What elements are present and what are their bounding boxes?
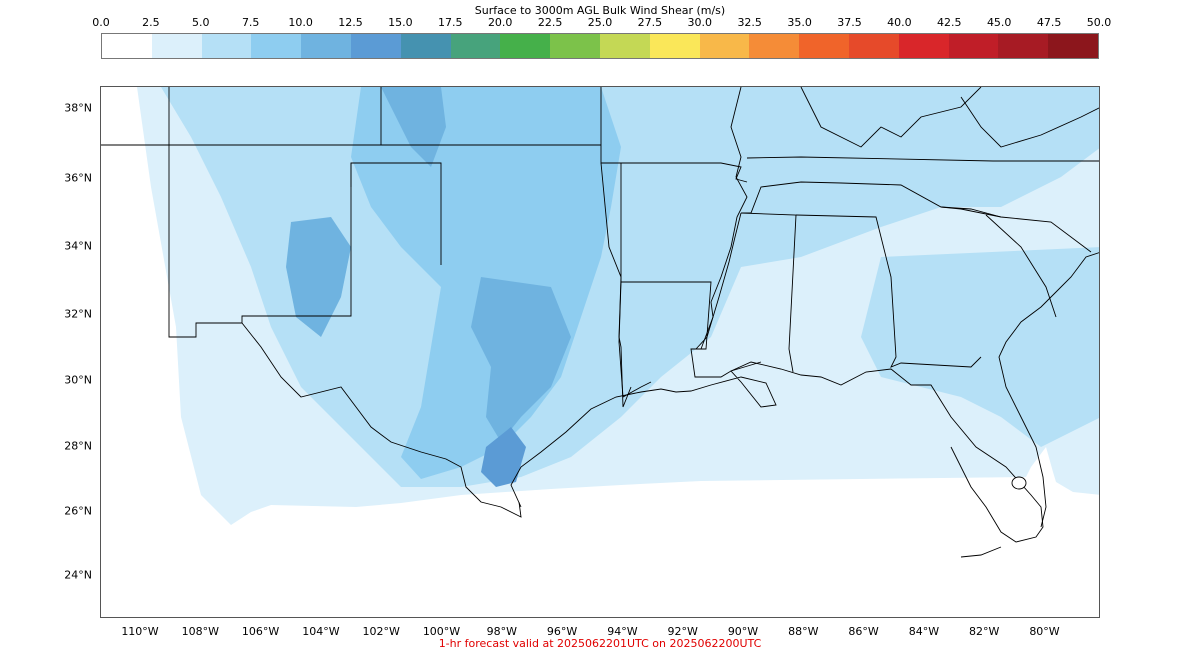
colorbar-tick-label: 17.5 [438,16,463,29]
longitude-label: 94°W [607,625,638,638]
latitude-label: 36°N [64,171,92,185]
colorbar-tick-label: 12.5 [338,16,363,29]
field-stronger-nm [286,217,351,337]
colorbar-tick-label: 50.0 [1086,16,1112,29]
latitude-label: 26°N [64,504,92,518]
map-panel[interactable] [100,86,1100,618]
colorbar-tick-label: 45.0 [986,16,1012,29]
longitude-label: 80°W [1029,625,1060,638]
longitude-label: 84°W [908,625,940,638]
longitude-label: 88°W [788,625,819,638]
colorbar [101,33,1099,59]
colorbar-tick-label: 40.0 [887,16,912,29]
colorbar-segment [550,34,600,58]
longitude-label: 98°W [486,625,517,638]
longitude-label: 90°W [727,625,759,638]
colorbar-segment [1048,34,1098,58]
colorbar-segment [301,34,351,58]
colorbar-tick-label: 37.5 [837,16,862,29]
colorbar-tick-label: 5.0 [192,16,210,29]
colorbar-title: Surface to 3000m AGL Bulk Wind Shear (m/… [474,4,726,17]
boundaries [101,87,1099,558]
colorbar-tick-label: 15.0 [388,16,413,29]
field-stronger-tx [471,277,571,442]
colorbar-tick-label: 35.0 [787,16,812,29]
colorbar-tick-label: 32.5 [737,16,762,29]
colorbar-segment [948,34,999,58]
latitude-label: 34°N [64,239,92,253]
longitude-label: 96°W [546,625,578,638]
lake-okeechobee [1011,476,1027,490]
colorbar-segment [749,34,800,58]
map-svg [101,87,1099,558]
colorbar-segment [450,34,501,58]
colorbar-tick-label: 47.5 [1036,16,1062,29]
latitude-label: 30°N [64,373,92,387]
latitude-label: 32°N [64,307,92,321]
longitude-label: 108°W [181,625,219,638]
longitude-label: 82°W [969,625,1000,638]
colorbar-tick-label: 22.5 [537,16,563,29]
field-stronger [381,87,446,167]
latitude-label: 24°N [64,568,92,582]
colorbar-segment [998,34,1049,58]
colorbar-tick-label: 42.5 [937,16,962,29]
longitude-label: 104°W [302,625,340,638]
colorbar-segment [898,34,949,58]
latitude-label: 28°N [64,439,92,453]
colorbar-tick-label: 20.0 [487,16,513,29]
longitude-label: 86°W [848,625,879,638]
colorbar-tick-label: 27.5 [637,16,663,29]
colorbar-segment [350,34,401,58]
colorbar-segment [201,34,252,58]
colorbar-tick-label: 25.0 [587,16,613,29]
colorbar-segment [649,34,700,58]
colorbar-segment [500,34,551,58]
colorbar-tick-label: 30.0 [687,16,713,29]
longitude-label: 92°W [667,625,698,638]
longitude-label: 100°W [422,625,461,638]
colorbar-segment [848,34,899,58]
colorbar-segment [102,34,152,58]
longitude-label: 106°W [241,625,280,638]
colorbar-segment [799,34,849,58]
colorbar-segment [400,34,451,58]
longitude-label: 110°W [121,625,159,638]
colorbar-segment [599,34,650,58]
latitude-label: 38°N [64,101,92,115]
colorbar-tick-label: 2.5 [142,16,160,29]
field-strongest [481,427,526,487]
colorbar-segment [251,34,302,58]
colorbar-segment [151,34,202,58]
longitude-label: 102°W [362,625,400,638]
forecast-valid-footer: 1-hr forecast valid at 2025062201UTC on … [438,637,762,650]
field-medium-east [861,247,1099,447]
colorbar-tick-label: 10.0 [288,16,313,29]
colorbar-segment [699,34,750,58]
colorbar-tick-label: 7.5 [241,16,260,29]
colorbar-tick-label: 0.0 [92,16,110,29]
